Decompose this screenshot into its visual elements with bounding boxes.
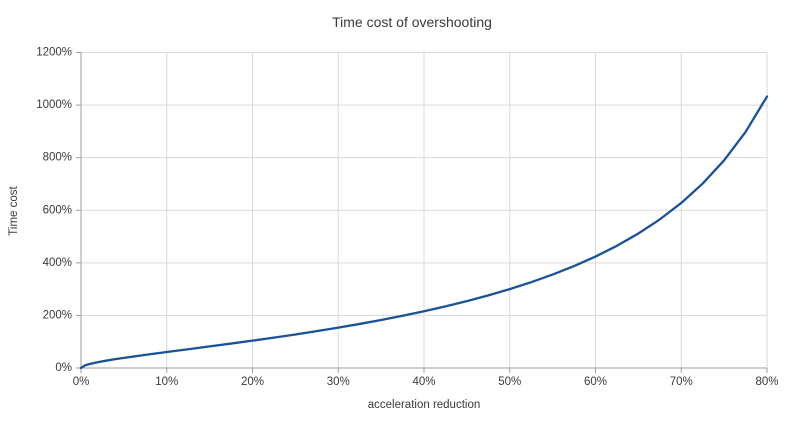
x-tick-label: 10% (155, 376, 178, 388)
series-line (79, 95, 769, 370)
y-tick-label: 1200% (36, 47, 72, 59)
x-tick-label: 70% (670, 376, 693, 388)
chart-title: Time cost of overshooting (332, 14, 492, 30)
y-tick-label: 600% (43, 204, 72, 216)
plot-area: 0% 200% 400% 600% 800% 1000% 1200% 0% 10% 20% 30% 4… (36, 47, 778, 389)
x-tick-label: 40% (412, 376, 435, 388)
y-tick-label: 1000% (36, 99, 72, 111)
x-tick-label: 20% (241, 376, 264, 388)
x-axis-title: acceleration reduction (368, 399, 481, 411)
y-tick-label: 200% (43, 309, 72, 321)
y-tick-label: 400% (43, 257, 72, 269)
x-tick-label: 80% (755, 376, 778, 388)
y-axis-title: Time cost (8, 185, 20, 235)
y-tick-label: 800% (43, 152, 72, 164)
x-tick-label: 30% (327, 376, 350, 388)
x-tick-label: 50% (498, 376, 521, 388)
x-tick-label: 0% (73, 376, 90, 388)
y-tick-label: 0% (55, 362, 72, 374)
x-tick-label: 60% (584, 376, 607, 388)
